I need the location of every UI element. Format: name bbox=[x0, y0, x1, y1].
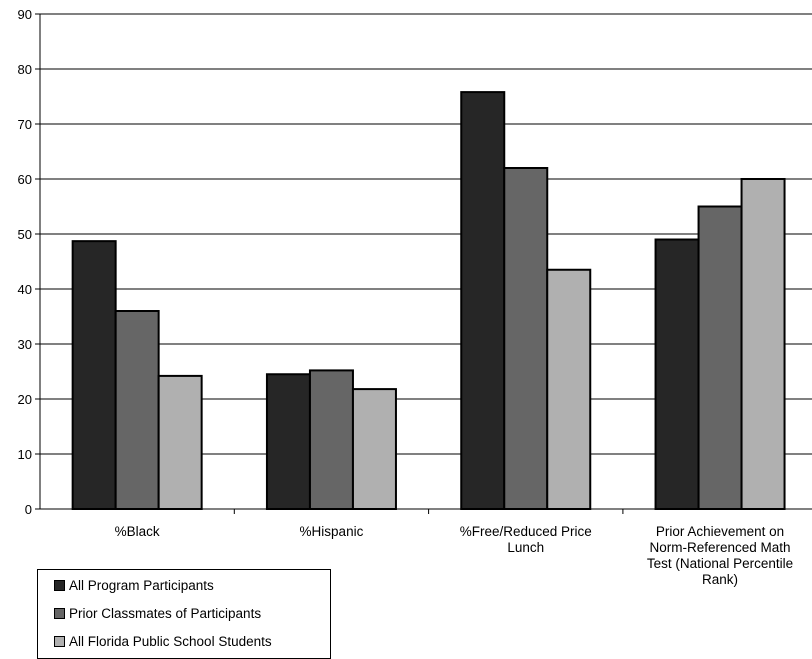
category-label: %Free/Reduced Price Lunch bbox=[460, 524, 592, 555]
y-tick-label: 40 bbox=[18, 282, 32, 297]
category-label: Prior Achievement on Norm-Referenced Math… bbox=[647, 524, 793, 587]
bar bbox=[351, 388, 397, 511]
legend-item-prior-classmates: Prior Classmates of Participants bbox=[54, 605, 261, 621]
legend-item-all-florida-students: All Florida Public School Students bbox=[54, 633, 272, 649]
axes bbox=[35, 13, 812, 514]
bar bbox=[697, 205, 743, 510]
y-tick-label: 70 bbox=[18, 117, 32, 132]
y-tick-label: 20 bbox=[18, 392, 32, 407]
y-tick-label: 0 bbox=[25, 502, 32, 517]
bar bbox=[740, 178, 786, 510]
y-tick-label: 90 bbox=[18, 7, 32, 22]
legend-swatch bbox=[54, 579, 65, 591]
legend-swatch bbox=[54, 607, 65, 619]
bar bbox=[460, 91, 506, 510]
legend-swatch bbox=[54, 635, 65, 647]
bar bbox=[654, 238, 700, 510]
category-labels: %Black %Hispanic %Free/Reduced Price Lunch P… bbox=[115, 524, 794, 587]
bar bbox=[503, 167, 549, 510]
legend-label: All Program Participants bbox=[69, 577, 214, 593]
y-tick-label: 30 bbox=[18, 337, 32, 352]
y-tick-label: 10 bbox=[18, 447, 32, 462]
legend-label: Prior Classmates of Participants bbox=[69, 605, 262, 621]
category-label: %Hispanic bbox=[300, 524, 364, 539]
y-tick-labels: 0 10 20 30 40 50 60 70 80 90 bbox=[18, 7, 32, 517]
y-tick-label: 50 bbox=[18, 227, 32, 242]
bar bbox=[114, 310, 160, 510]
legend-item-all-program-participants: All Program Participants bbox=[54, 577, 214, 593]
category-label: %Black bbox=[115, 524, 160, 539]
legend: All Program Participants Prior Classmate… bbox=[37, 569, 331, 659]
bar bbox=[71, 240, 117, 510]
y-tick-label: 80 bbox=[18, 62, 32, 77]
bars bbox=[71, 91, 786, 511]
legend-label: All Florida Public School Students bbox=[69, 633, 272, 649]
bar bbox=[546, 268, 592, 510]
y-tick-label: 60 bbox=[18, 172, 32, 187]
bar bbox=[157, 374, 203, 510]
bar bbox=[308, 369, 354, 510]
bar bbox=[265, 373, 311, 510]
